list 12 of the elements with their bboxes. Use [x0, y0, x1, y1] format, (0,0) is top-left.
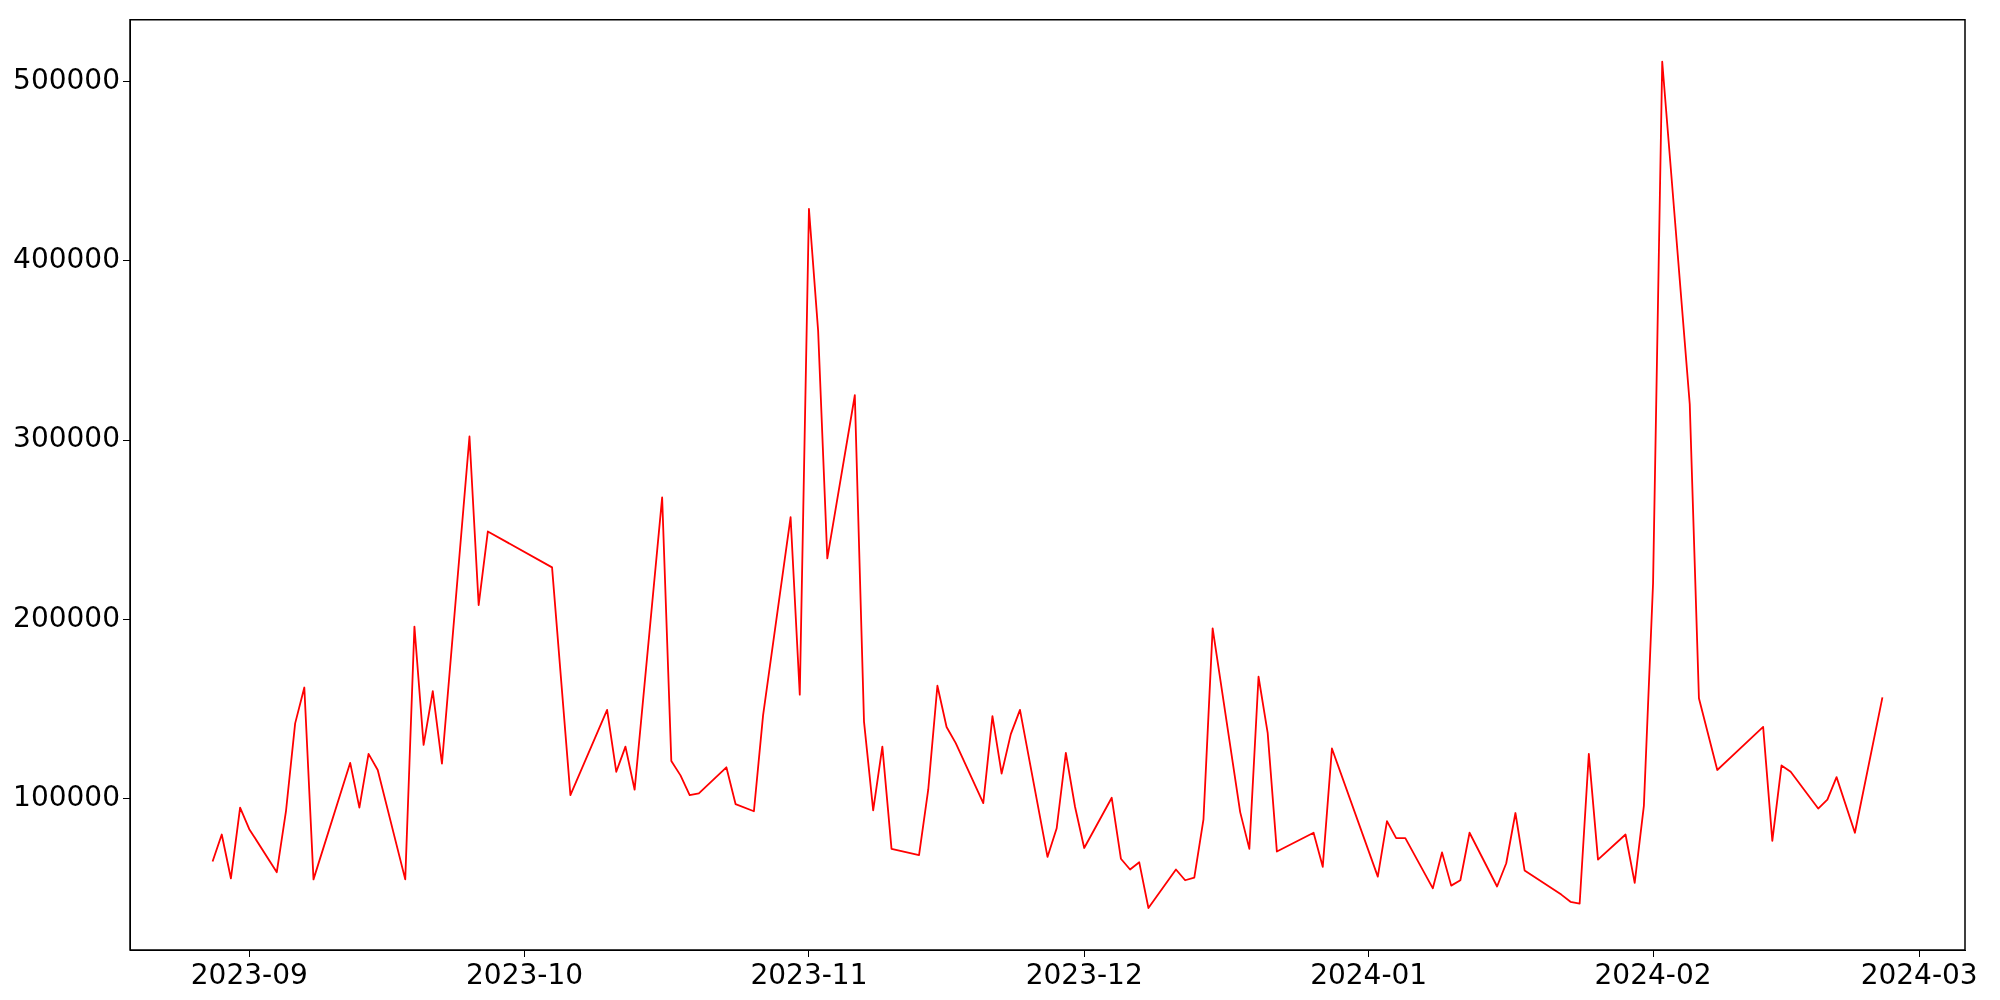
x-tick-label: 2024-03 — [1860, 958, 1978, 992]
x-tick-label: 2023-12 — [1025, 958, 1143, 992]
x-tick-label: 2023-09 — [190, 958, 308, 992]
y-tick-label: 200000 — [13, 600, 120, 634]
x-tick-label: 2024-01 — [1310, 958, 1428, 992]
x-tick-label: 2023-10 — [466, 958, 584, 992]
y-tick-label: 100000 — [13, 779, 120, 813]
y-tick-label: 300000 — [13, 421, 120, 455]
x-tick-label: 2023-11 — [750, 958, 868, 992]
x-tick-label: 2024-02 — [1594, 958, 1712, 992]
y-tick-label: 500000 — [13, 62, 120, 96]
y-tick-label: 400000 — [13, 242, 120, 276]
